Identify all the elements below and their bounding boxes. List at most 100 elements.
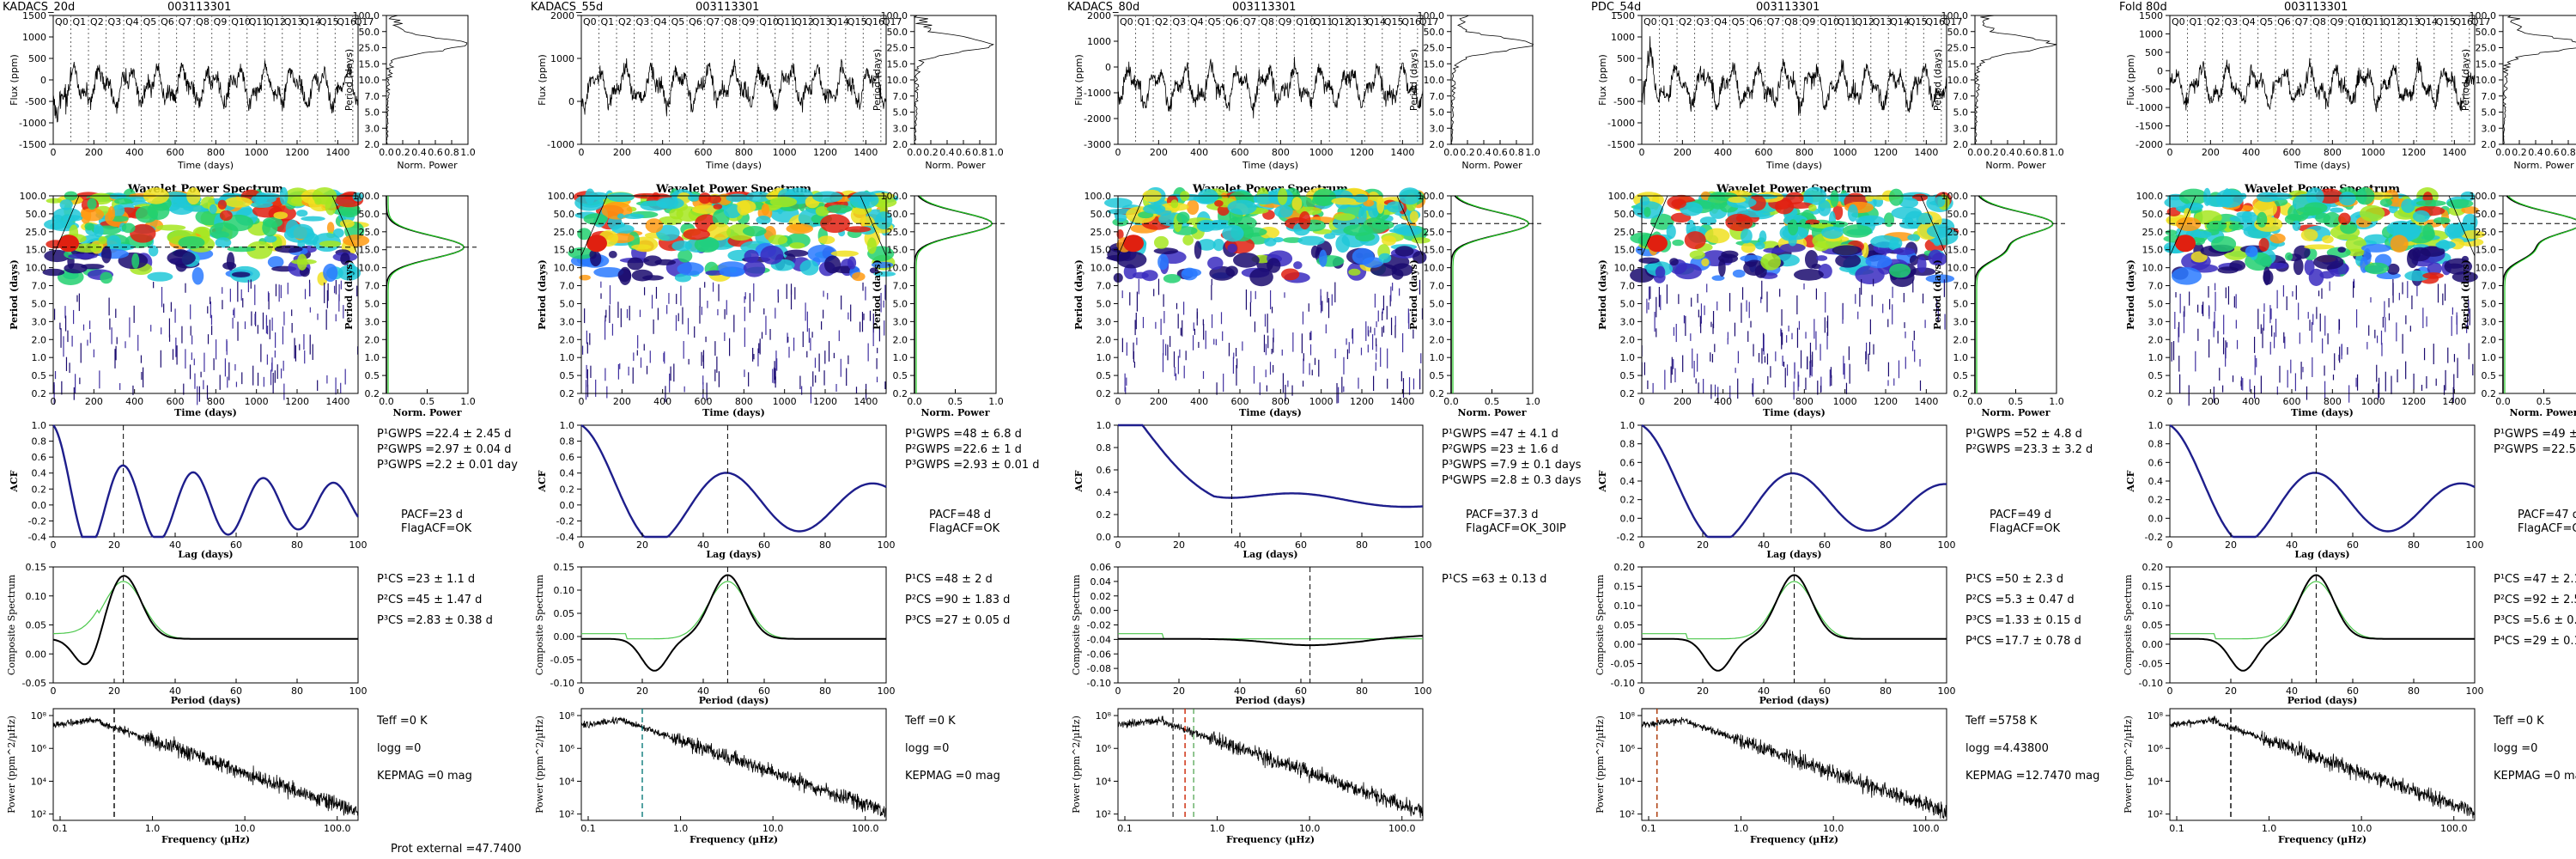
wavelet-blob	[1788, 219, 1799, 236]
cs-period-tick: 0	[51, 685, 57, 697]
quarter-label: Q9	[2330, 16, 2344, 27]
wavelet-blob	[1378, 253, 1392, 264]
freq-tick: 10.0	[762, 823, 784, 834]
gwps-period-tick: 100.0	[1941, 191, 1969, 202]
wavelet-blob	[1847, 204, 1858, 222]
wavelet-blob	[1671, 198, 1686, 209]
gwps-period-tick: 0.5	[893, 370, 908, 381]
time-tick: 400	[1714, 147, 1732, 158]
wavelet-blob	[601, 201, 633, 220]
wps-time-tick: 200	[613, 396, 631, 407]
gwps-result: P²GWPS =2.97 ± 0.04 d	[377, 443, 512, 456]
gwps-norm-tick: 1.0	[1525, 396, 1540, 407]
wps-period-tick: 10.0	[554, 263, 575, 274]
wavelet-blob	[1718, 259, 1726, 277]
acf-ytick: 1.0	[2148, 420, 2164, 431]
cs-period-tick: 100	[1414, 685, 1432, 697]
gwps-period-tick: 0.5	[2482, 370, 2497, 381]
quarter-label: Q16	[865, 16, 884, 27]
wavelet-blob	[1153, 247, 1179, 255]
period-tick: 3.0	[893, 123, 908, 134]
gwps-norm-tick: 0.5	[2537, 396, 2552, 407]
cs-ytick: -0.10	[2139, 678, 2163, 689]
wavelet-blob	[844, 226, 872, 233]
wavelet-blob	[1865, 254, 1893, 269]
wavelet-blob	[1643, 206, 1651, 217]
wavelet-blob	[2323, 211, 2342, 228]
gwps-period-tick: 7.0	[2482, 281, 2497, 292]
cs-result: P¹CS =63 ± 0.13 d	[1442, 573, 1546, 586]
quarter-label: Q12	[794, 16, 814, 27]
wavelet-blob	[2165, 229, 2178, 236]
cs-result: P¹CS =23 ± 1.1 d	[377, 573, 475, 586]
cs-ytick: 0.10	[1614, 600, 1636, 612]
psd-ytick: 10⁴	[2148, 776, 2164, 787]
wavelet-blob	[231, 271, 251, 277]
acf-ytick: 0.2	[32, 484, 47, 495]
wavelet-blob	[1157, 253, 1169, 271]
lightcurve-frame	[1117, 15, 1424, 145]
psd-ytick: 10²	[559, 809, 574, 820]
period-tick: 5.0	[1953, 107, 1969, 119]
quarter-label: Q10	[759, 16, 779, 27]
wavelet-blob	[2304, 244, 2335, 250]
quarter-label: Q3	[108, 16, 122, 27]
wavelet-blob	[1907, 234, 1920, 241]
lag-tick: 20	[636, 539, 648, 551]
wps-period-tick: 25.0	[2142, 227, 2164, 238]
wavelet-blob	[1394, 246, 1414, 257]
quarter-label: Q9	[1802, 16, 1816, 27]
wps-period-tick: 0.5	[560, 370, 575, 381]
wavelet-blob	[742, 226, 767, 237]
wps-time-tick: 1200	[1874, 396, 1898, 407]
time-tick: 1400	[1914, 147, 1938, 158]
wavelet-blob	[2412, 210, 2430, 222]
acf-frame	[2169, 424, 2476, 538]
gwps-period-tick: 7.0	[1953, 281, 1969, 292]
gwps-period-tick: 0.2	[893, 388, 908, 399]
wps-period-tick: 10.0	[1091, 263, 1112, 274]
lag-tick: 100	[1938, 539, 1956, 551]
psd-ytick: 10⁶	[1096, 743, 1112, 754]
gwps-period-label: Period (days)	[872, 259, 883, 330]
psd-ytick: 10⁶	[2148, 743, 2164, 754]
lc-ytick: -1500	[2136, 121, 2163, 132]
wavelet-blob	[63, 215, 83, 222]
psd-ytick: 10⁶	[1619, 743, 1636, 754]
wavelet-blob	[2433, 216, 2451, 225]
cs-ytick: 0.05	[26, 620, 47, 631]
lc-ytick: -1500	[19, 139, 46, 150]
lc-ytick: -1000	[547, 139, 574, 150]
psd-axis-label: Power (ppm^2/µHz)	[1071, 716, 1082, 813]
gwps-period-tick: 10.0	[887, 263, 908, 274]
wavelet-blob	[2337, 247, 2346, 253]
wavelet-blob	[768, 235, 788, 245]
wps-period-label: Period (days)	[1597, 259, 1608, 330]
quarter-label: Q17	[883, 16, 902, 27]
time-tick: 1000	[773, 147, 797, 158]
gwps-period-tick: 100.0	[353, 191, 380, 202]
period-tick: 10.0	[2476, 75, 2497, 86]
norm-axis-label: Norm. Power	[2513, 160, 2574, 171]
wavelet-blob	[255, 192, 268, 204]
wavelet-blob	[209, 222, 239, 241]
wavelet-blob	[217, 199, 228, 210]
wavelet-blob	[2205, 195, 2234, 208]
time-tick: 600	[167, 147, 185, 158]
wavelet-blob	[44, 249, 70, 263]
quarter-label: Q4	[1190, 16, 1204, 27]
gwps-period-label: Period (days)	[1932, 259, 1943, 330]
lightcurve-frame	[580, 15, 887, 145]
wavelet-blob	[1793, 268, 1824, 281]
cs-ytick: -0.05	[1611, 659, 1635, 670]
psd-ytick: 10²	[2148, 809, 2163, 820]
flux-axis-label: Flux (ppm)	[1597, 54, 1608, 106]
wavelet-blob	[608, 251, 617, 259]
wavelet-blob	[2422, 223, 2434, 241]
wavelet-blob	[2257, 192, 2278, 203]
wavelet-blob	[2239, 219, 2256, 232]
quarter-label: Q2	[2207, 16, 2221, 27]
acf-ytick: 0.0	[1620, 513, 1636, 524]
wps-period-tick: 3.0	[2148, 316, 2164, 327]
wps-period-tick: 1.0	[1620, 352, 1636, 363]
